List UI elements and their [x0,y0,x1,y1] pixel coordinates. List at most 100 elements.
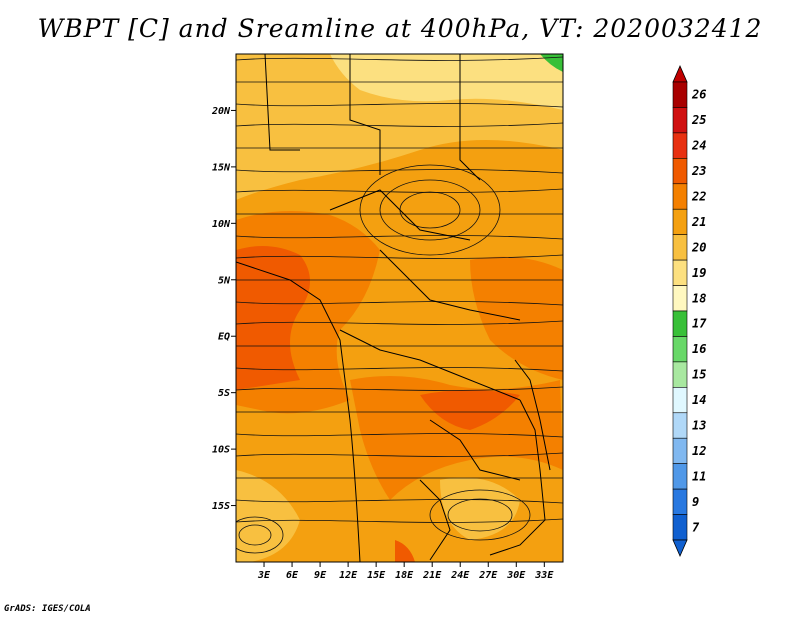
lon-tick-label: 3E [257,570,271,581]
streamline-vortex [379,179,481,241]
streamline [236,103,563,108]
field-region [236,470,300,562]
lon-tick-label: 30E [506,570,526,581]
colorbar-swatch [672,336,688,363]
colorbar-swatch [672,437,688,464]
lon-tick-label: 9E [314,570,327,581]
streamline [236,169,563,174]
colorbar-label: 13 [692,419,706,433]
border-line [489,399,546,556]
map-axes: 20N 15N 10N 5N EQ 5S 10S 15S 3E 6E 9E 12E 15E 18E 21E 2… [211,106,554,581]
colorbar-label: 14 [692,393,706,407]
border-line [429,419,521,481]
streamline [236,433,563,438]
streamline [236,499,563,504]
colorbar-swatch [672,463,688,490]
lon-tick-label: 15E [367,570,386,581]
streamline [236,367,563,372]
border-line [236,261,361,562]
colorbar-label: 19 [692,266,706,280]
colorbar-label: 25 [691,113,706,127]
streamline [236,254,563,259]
lat-tick-label: EQ [218,332,230,343]
colorbar-swatch [672,387,688,414]
colorbar-swatch [672,107,688,134]
field-region [540,54,563,72]
colorbar: 26 25 24 23 22 21 20 19 18 17 16 15 14 13 12 11 9 7 [672,65,707,557]
lon-tick-label: 18E [395,570,414,581]
streamlines [236,56,563,554]
field-region [395,540,415,562]
colorbar-top-arrow [672,65,688,83]
lat-tick-label: 10S [212,445,230,456]
colorbar-label: 12 [692,444,706,458]
streamline [236,56,563,61]
streamline-vortex [238,524,272,546]
colorbar-label: 16 [692,342,706,356]
streamline [236,386,563,391]
colorbar-bottom-arrow [672,539,688,557]
lon-tick-label: 27E [478,570,498,581]
streamline-vortex [236,516,284,554]
field-region [440,477,520,540]
field-region [470,256,563,380]
field-region [420,390,520,430]
lon-tick-label: 12E [339,570,358,581]
colorbar-label: 23 [691,164,706,178]
colorbar-label: 18 [692,291,706,305]
streamline [236,235,563,240]
colorbar-label: 11 [692,469,706,483]
border-line [459,54,481,181]
lat-tick-label: 15N [212,162,231,173]
lon-tick-label: 24E [450,570,470,581]
streamline [236,188,563,193]
colorbar-swatch [672,81,688,108]
lat-tick-label: 20N [211,106,231,117]
lat-tick-label: 10N [212,219,231,230]
field-region [316,430,380,562]
colorbar-label: 7 [692,520,700,534]
colorbar-swatch [672,259,688,286]
colorbar-label: 20 [691,240,706,254]
lat-tick-label: 15S [212,501,230,512]
streamline-vortex [447,498,513,532]
colorbar-swatch [672,412,688,439]
colorbar-swatch [672,285,688,312]
lat-tick-label: 5N [218,275,231,286]
colorbar-label: 15 [692,368,706,382]
colorbar-label: 26 [691,88,706,102]
lat-tick-label: 5S [218,388,230,399]
border-line [379,249,521,321]
field-region [236,246,310,390]
lon-tick-label: 6E [286,570,299,581]
credit-text: GrADS: IGES/COLA [4,604,91,614]
streamline-vortex [359,164,501,256]
colorbar-swatch [672,132,688,159]
border-line [329,189,471,241]
colorbar-swatch [672,361,688,388]
colorbar-label: 9 [692,495,699,509]
streamline-vortex [429,489,531,541]
map-frame [235,53,564,563]
colorbar-swatch [672,158,688,185]
colorbar-swatch [672,488,688,515]
border-line [349,54,381,175]
border-line [264,54,300,151]
colorbar-label: 17 [692,317,707,331]
streamline [236,122,563,127]
streamline [236,452,563,457]
lon-tick-label: 33E [534,570,554,581]
streamline [236,301,563,306]
map-title: WBPT [C] and Sreamline at 400hPa, VT: 20… [37,14,763,43]
border-line [339,329,521,401]
colorbar-swatch [672,310,688,337]
colorbar-swatch [672,514,688,541]
colorbar-label: 24 [691,139,706,153]
streamline [236,320,563,325]
colorbar-label: 21 [691,215,706,229]
border-line [419,479,451,561]
colorbar-swatch [672,234,688,261]
colorbar-label: 22 [691,190,706,204]
colorbar-swatch [672,208,688,235]
